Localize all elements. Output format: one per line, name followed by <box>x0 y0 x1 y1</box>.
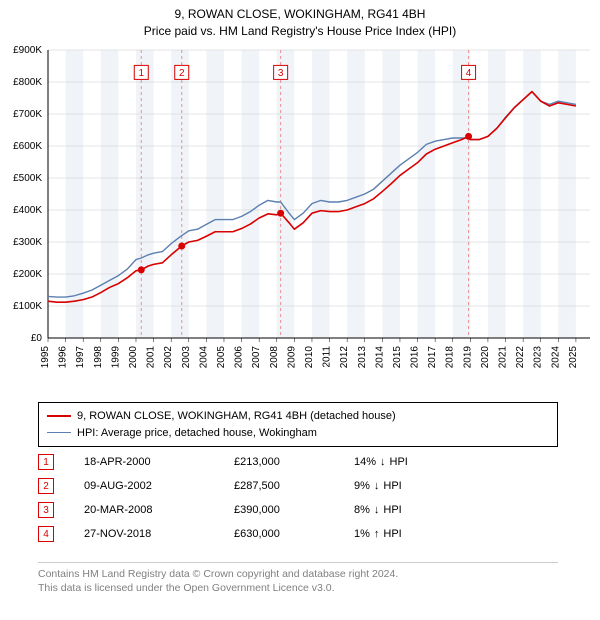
svg-text:1995: 1995 <box>40 346 51 369</box>
delta-percent: 9% <box>354 480 370 492</box>
transactions-table: 118-APR-2000£213,00014%↓HPI209-AUG-2002£… <box>38 450 558 546</box>
svg-text:1998: 1998 <box>93 346 104 369</box>
svg-text:2000: 2000 <box>128 346 139 369</box>
transaction-date: 18-APR-2000 <box>84 456 234 468</box>
svg-text:2010: 2010 <box>304 346 315 369</box>
chart-area: £0 £100K £200K £300K £400K £500K £600K £700K £80… <box>0 44 600 394</box>
arrow-down-icon: ↓ <box>380 456 386 468</box>
legend-swatch <box>47 415 71 417</box>
svg-text:2006: 2006 <box>234 346 245 369</box>
legend-label: 9, ROWAN CLOSE, WOKINGHAM, RG41 4BH (det… <box>77 408 396 425</box>
svg-text:£500K: £500K <box>13 173 42 184</box>
arrow-up-icon: ↑ <box>374 528 380 540</box>
svg-text:2004: 2004 <box>198 346 209 369</box>
svg-text:£700K: £700K <box>13 109 42 120</box>
footer: Contains HM Land Registry data © Crown c… <box>38 562 558 596</box>
svg-text:2023: 2023 <box>533 346 544 369</box>
delta-suffix: HPI <box>390 456 408 468</box>
title-line-2: Price paid vs. HM Land Registry's House … <box>0 23 600 40</box>
transaction-delta: 8% ↓HPI <box>354 504 402 516</box>
legend-item: 9, ROWAN CLOSE, WOKINGHAM, RG41 4BH (det… <box>47 408 549 425</box>
svg-text:2014: 2014 <box>374 346 385 369</box>
svg-text:£0: £0 <box>31 333 43 344</box>
footer-line-2: This data is licensed under the Open Gov… <box>38 581 558 596</box>
transaction-delta: 9% ↓HPI <box>354 480 402 492</box>
svg-text:£900K: £900K <box>13 45 42 56</box>
svg-text:2025: 2025 <box>568 346 579 369</box>
svg-text:2011: 2011 <box>322 346 333 368</box>
delta-suffix: HPI <box>383 480 401 492</box>
legend-item: HPI: Average price, detached house, Woki… <box>47 425 549 442</box>
transaction-delta: 1% ↑HPI <box>354 528 402 540</box>
svg-text:1996: 1996 <box>58 346 69 369</box>
svg-text:2007: 2007 <box>251 346 262 369</box>
svg-text:2015: 2015 <box>392 346 403 369</box>
svg-text:2003: 2003 <box>181 346 192 369</box>
svg-text:2002: 2002 <box>163 346 174 369</box>
transaction-delta: 14% ↓ HPI <box>354 456 408 468</box>
transaction-row: 2 09-AUG-2002£287,5009% ↓HPI <box>38 474 558 498</box>
svg-text:2019: 2019 <box>462 346 473 369</box>
transaction-date: 20-MAR-2008 <box>84 504 234 516</box>
title-line-1: 9, ROWAN CLOSE, WOKINGHAM, RG41 4BH <box>0 6 600 23</box>
footer-line-1: Contains HM Land Registry data © Crown c… <box>38 567 558 582</box>
legend-swatch <box>47 432 71 433</box>
delta-percent: 8% <box>354 504 370 516</box>
svg-text:£100K: £100K <box>13 301 42 312</box>
svg-text:£600K: £600K <box>13 141 42 152</box>
svg-text:2012: 2012 <box>339 346 350 369</box>
svg-text:£200K: £200K <box>13 269 42 280</box>
transaction-marker: 2 <box>38 478 54 494</box>
svg-text:2005: 2005 <box>216 346 227 369</box>
transaction-date: 09-AUG-2002 <box>84 480 234 492</box>
svg-text:2024: 2024 <box>550 346 561 369</box>
transaction-marker: 3 <box>38 502 54 518</box>
svg-text:2008: 2008 <box>269 346 280 369</box>
svg-text:2001: 2001 <box>146 346 157 369</box>
transaction-price: £213,000 <box>234 456 354 468</box>
transaction-marker: 4 <box>38 526 54 542</box>
transaction-price: £287,500 <box>234 480 354 492</box>
svg-text:2009: 2009 <box>286 346 297 369</box>
svg-text:£400K: £400K <box>13 205 42 216</box>
svg-text:£800K: £800K <box>13 77 42 88</box>
transaction-row: 4 27-NOV-2018£630,0001% ↑HPI <box>38 522 558 546</box>
legend-label: HPI: Average price, detached house, Woki… <box>77 425 317 442</box>
chart-title: 9, ROWAN CLOSE, WOKINGHAM, RG41 4BH Pric… <box>0 0 600 40</box>
delta-suffix: HPI <box>383 528 401 540</box>
svg-text:2020: 2020 <box>480 346 491 369</box>
transaction-marker: 1 <box>38 454 54 470</box>
delta-suffix: HPI <box>383 504 401 516</box>
svg-text:2018: 2018 <box>445 346 456 369</box>
transaction-row: 3 20-MAR-2008£390,0008% ↓HPI <box>38 498 558 522</box>
legend: 9, ROWAN CLOSE, WOKINGHAM, RG41 4BH (det… <box>38 402 558 447</box>
svg-text:4: 4 <box>466 68 472 79</box>
arrow-down-icon: ↓ <box>374 480 380 492</box>
svg-text:1997: 1997 <box>75 346 86 369</box>
transaction-price: £630,000 <box>234 528 354 540</box>
svg-text:2013: 2013 <box>357 346 368 369</box>
arrow-down-icon: ↓ <box>374 504 380 516</box>
chart-container: 9, ROWAN CLOSE, WOKINGHAM, RG41 4BH Pric… <box>0 0 600 620</box>
delta-percent: 1% <box>354 528 370 540</box>
transaction-row: 1 18-APR-2000£213,00014% ↓ HPI <box>38 450 558 474</box>
svg-text:3: 3 <box>278 68 284 79</box>
svg-text:2016: 2016 <box>410 346 421 369</box>
svg-text:2017: 2017 <box>427 346 438 369</box>
svg-text:1: 1 <box>138 68 144 79</box>
footer-rule <box>38 562 558 563</box>
svg-text:£300K: £300K <box>13 237 42 248</box>
svg-text:2022: 2022 <box>515 346 526 369</box>
svg-text:1999: 1999 <box>110 346 121 369</box>
svg-text:2021: 2021 <box>498 346 509 369</box>
transaction-price: £390,000 <box>234 504 354 516</box>
transaction-date: 27-NOV-2018 <box>84 528 234 540</box>
delta-percent: 14% <box>354 456 376 468</box>
svg-text:2: 2 <box>179 68 185 79</box>
chart-svg: £0 £100K £200K £300K £400K £500K £600K £700K £80… <box>0 44 600 394</box>
